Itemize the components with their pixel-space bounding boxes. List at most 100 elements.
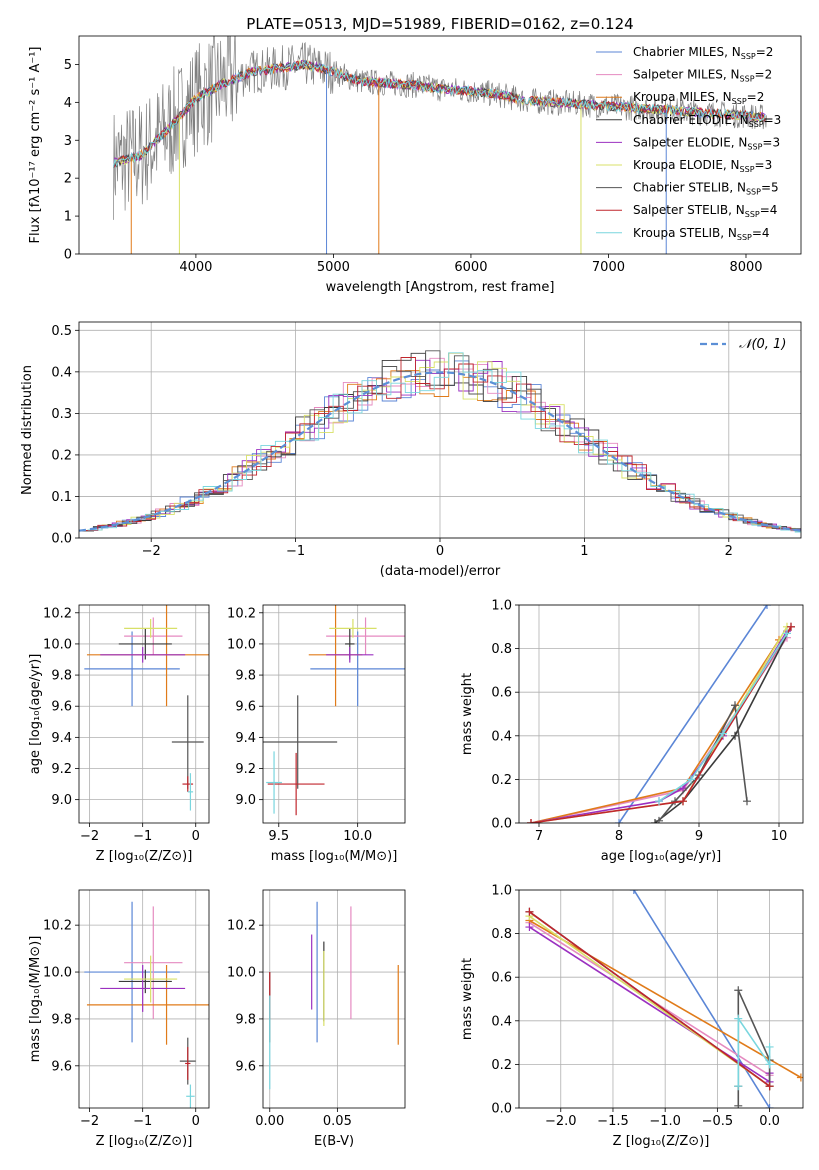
y-tick-label: 9.0 [51, 793, 72, 808]
x-tick-label: 9.5 [268, 829, 289, 844]
y-tick-label: 0.6 [491, 686, 512, 701]
x-axis-label: age [log₁₀(age/yr)] [601, 849, 722, 864]
chart-mass-vs-EBV: 0.00 0.05 9.6 9.8 10.0 10.2 E(B-V) [227, 889, 406, 1149]
x-tick-label: −2 [80, 829, 99, 844]
weight-line [737, 1016, 771, 1087]
x-axis-label: mass [log₁₀(M/M⊙)] [271, 849, 398, 864]
axes-frame [518, 889, 804, 1109]
axes-frame [78, 321, 802, 539]
y-tick-label: 5 [64, 58, 72, 73]
x-tick-label: −1 [133, 1114, 152, 1129]
y-tick-label: 9.8 [51, 1012, 72, 1027]
weight-marker [734, 1082, 743, 1091]
weight-marker [765, 1082, 774, 1091]
normal-curve [79, 371, 801, 532]
weight-line [528, 926, 771, 1084]
y-axis-label: Normed distribution [20, 365, 35, 495]
y-tick-label: 10.2 [227, 606, 256, 621]
y-tick-label: 9.4 [51, 731, 72, 746]
plot-area [84, 901, 209, 1108]
x-tick-label: 0 [436, 544, 444, 559]
legend-label: Chabrier MILES, NSSP=2 [633, 45, 773, 61]
y-tick-label: 9.4 [235, 731, 256, 746]
chart-residuals: −2 −1 0 1 2 0.0 0.1 0.2 0.3 0.4 0.5 (data-model)/er… [20, 321, 802, 579]
y-tick-label: 9.8 [235, 669, 256, 684]
weight-marker [731, 731, 739, 740]
x-tick-label: 0 [192, 829, 200, 844]
legend-label: Chabrier STELIB, NSSP=5 [633, 181, 779, 197]
weight-marker [765, 1060, 774, 1069]
x-axis-label: E(B-V) [314, 1134, 354, 1149]
x-tick-label: 4000 [179, 260, 212, 275]
x-tick-label: 0.0 [759, 1114, 780, 1129]
y-tick-label: 0.0 [51, 532, 72, 547]
x-tick-label: −2.0 [545, 1114, 577, 1129]
y-tick-label: 9.6 [235, 1059, 256, 1074]
axes-frame [518, 604, 804, 824]
x-tick-label: 7 [535, 829, 543, 844]
x-tick-label: 2 [725, 544, 733, 559]
legend-label: Salpeter MILES, NSSP=2 [633, 68, 772, 84]
weight-marker [687, 775, 695, 784]
y-tick-label: 9.6 [51, 1059, 72, 1074]
weight-marker [734, 1101, 743, 1108]
legend-label: Kroupa ELODIE, NSSP=3 [633, 158, 772, 174]
figure-title: PLATE=0513, MJD=51989, FIBERID=0162, z=0… [246, 15, 633, 33]
y-tick-label: 0.4 [491, 1014, 512, 1029]
y-tick-label: 9.8 [235, 1012, 256, 1027]
plot-area [263, 605, 405, 816]
legend-label: Kroupa MILES, NSSP=2 [633, 90, 764, 106]
weight-marker [765, 1104, 774, 1108]
y-tick-label: 4 [64, 96, 72, 111]
y-tick-label: 0.5 [51, 324, 72, 339]
y-tick-label: 0.0 [491, 1102, 512, 1117]
chart-massweight-vs-age: 7 8 9 10 0.0 0.2 0.4 0.6 0.8 1.0 age [log₁₀(age/yr… [460, 599, 804, 864]
x-tick-label: 10.0 [343, 829, 372, 844]
y-tick-label: 0.4 [491, 729, 512, 744]
weight-marker [629, 890, 638, 894]
weight-marker [734, 986, 743, 995]
y-tick-label: 10.2 [43, 919, 72, 934]
weight-marker [743, 797, 751, 806]
y-tick-label: 0.2 [491, 1058, 512, 1073]
x-tick-label: 7000 [592, 260, 625, 275]
y-tick-label: 9.2 [235, 762, 256, 777]
y-tick-label: 10.0 [43, 637, 72, 652]
y-tick-label: 3 [64, 134, 72, 149]
weight-marker [719, 729, 727, 738]
x-tick-label: 8 [615, 829, 623, 844]
x-tick-label: 5000 [317, 260, 350, 275]
axes-frame [262, 604, 406, 824]
weight-line [633, 890, 771, 1108]
y-tick-label: 10.0 [227, 966, 256, 981]
weight-marker [765, 1042, 774, 1051]
x-tick-label: 8000 [729, 260, 762, 275]
histogram-step [79, 350, 801, 532]
x-axis-label: wavelength [Angstrom, rest frame] [326, 280, 555, 295]
spectrum-model-line [113, 60, 766, 169]
y-axis-label: mass [log₁₀(M/M⊙)] [28, 936, 43, 1063]
y-tick-label: 0 [64, 248, 72, 263]
weight-marker [655, 816, 663, 823]
weight-line [737, 989, 771, 1106]
y-tick-label: 9.6 [235, 700, 256, 715]
axes-frame [78, 35, 802, 255]
plot-area [269, 901, 399, 1090]
x-tick-label: 10 [771, 829, 788, 844]
weight-line [654, 626, 792, 823]
axes-frame [78, 604, 210, 824]
histogram-step [87, 352, 801, 533]
spectrum-model-line [112, 61, 766, 168]
legend-label: Kroupa STELIB, NSSP=4 [633, 226, 770, 242]
plot-area [112, 36, 767, 254]
y-tick-label: 9.0 [235, 793, 256, 808]
plot-area [525, 890, 803, 1108]
x-tick-label: 1 [580, 544, 588, 559]
x-axis-label: Z [log₁₀(Z/Z⊙)] [96, 849, 193, 864]
chart-massweight-vs-Z: −2.0 −1.5 −1.0 −0.5 0.0 0.0 0.2 0.4 0.6 0.8 1.0 Z [… [460, 884, 804, 1149]
x-tick-label: −1 [286, 544, 305, 559]
x-tick-label: 0 [192, 1114, 200, 1129]
y-tick-label: 2 [64, 172, 72, 187]
